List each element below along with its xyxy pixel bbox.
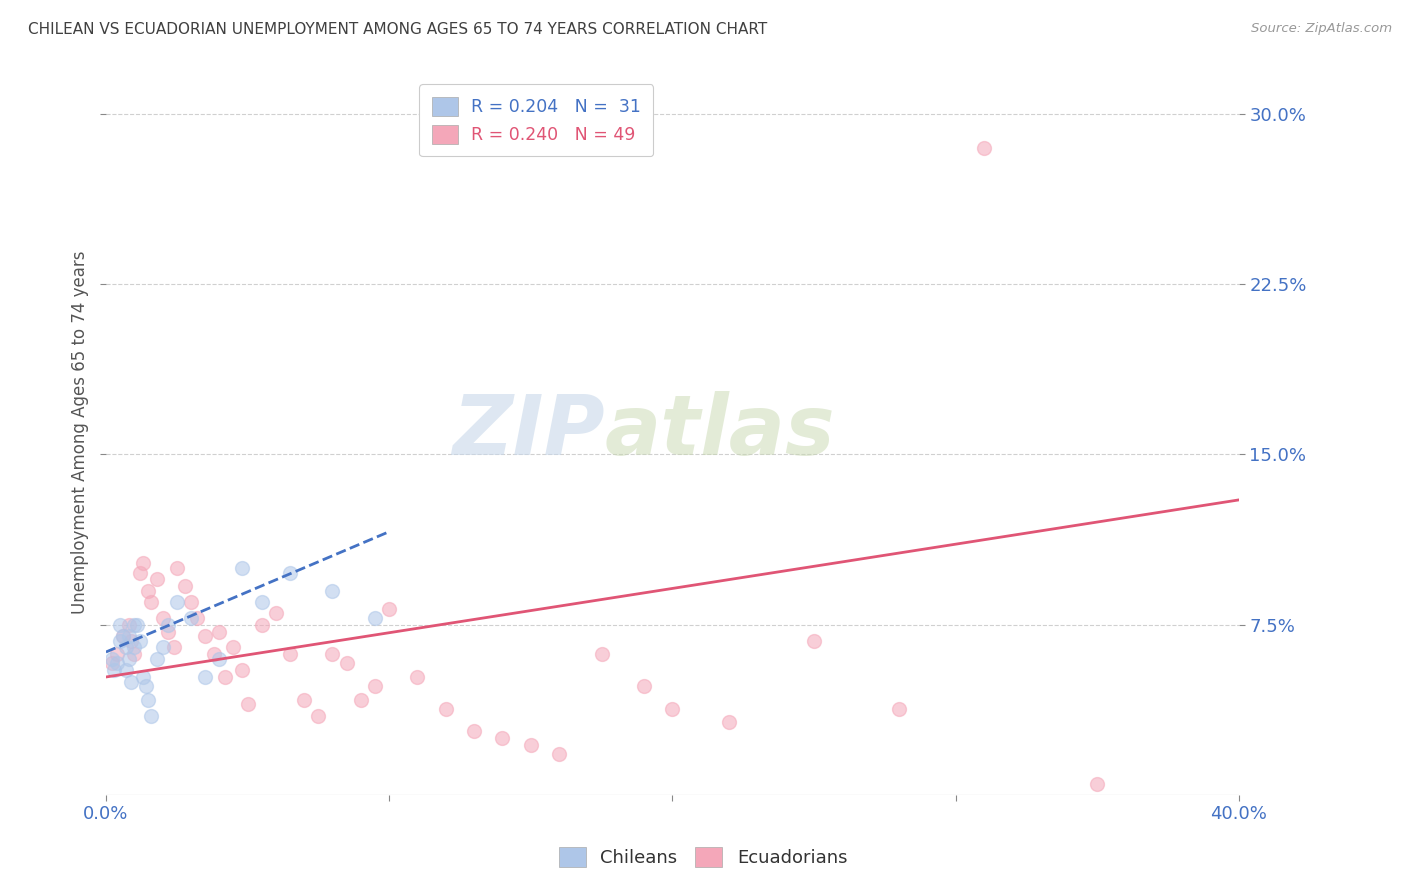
Point bbox=[108, 617, 131, 632]
Point bbox=[128, 633, 150, 648]
Point bbox=[111, 629, 134, 643]
Text: Source: ZipAtlas.com: Source: ZipAtlas.com bbox=[1251, 22, 1392, 36]
Point bbox=[132, 670, 155, 684]
Point bbox=[103, 663, 125, 677]
Text: ZIP: ZIP bbox=[451, 392, 605, 472]
Point bbox=[132, 557, 155, 571]
Point bbox=[321, 583, 343, 598]
Point bbox=[166, 561, 188, 575]
Point bbox=[633, 679, 655, 693]
Point bbox=[152, 611, 174, 625]
Point bbox=[100, 652, 122, 666]
Point bbox=[264, 607, 287, 621]
Point bbox=[157, 617, 180, 632]
Point bbox=[125, 617, 148, 632]
Point bbox=[117, 617, 139, 632]
Point bbox=[163, 640, 186, 655]
Point bbox=[108, 633, 131, 648]
Point bbox=[364, 611, 387, 625]
Text: atlas: atlas bbox=[605, 392, 835, 472]
Point bbox=[180, 611, 202, 625]
Point bbox=[548, 747, 571, 762]
Point bbox=[135, 679, 157, 693]
Point bbox=[100, 657, 122, 671]
Point bbox=[519, 738, 541, 752]
Legend: Chileans, Ecuadorians: Chileans, Ecuadorians bbox=[551, 839, 855, 874]
Point bbox=[138, 692, 160, 706]
Point bbox=[661, 702, 683, 716]
Point bbox=[128, 566, 150, 580]
Point bbox=[157, 624, 180, 639]
Point bbox=[122, 617, 145, 632]
Point bbox=[141, 708, 163, 723]
Point bbox=[250, 595, 273, 609]
Point bbox=[105, 657, 128, 671]
Point bbox=[146, 652, 169, 666]
Point bbox=[166, 595, 188, 609]
Legend: R = 0.204   N =  31, R = 0.240   N = 49: R = 0.204 N = 31, R = 0.240 N = 49 bbox=[419, 85, 654, 156]
Point bbox=[278, 648, 301, 662]
Point bbox=[105, 648, 128, 662]
Point bbox=[591, 648, 613, 662]
Point bbox=[406, 670, 429, 684]
Point bbox=[208, 624, 231, 639]
Y-axis label: Unemployment Among Ages 65 to 74 years: Unemployment Among Ages 65 to 74 years bbox=[72, 250, 89, 614]
Point bbox=[114, 663, 136, 677]
Point bbox=[222, 640, 245, 655]
Point bbox=[117, 652, 139, 666]
Point bbox=[194, 670, 217, 684]
Point bbox=[174, 579, 197, 593]
Point bbox=[214, 670, 236, 684]
Point bbox=[180, 595, 202, 609]
Point bbox=[120, 674, 142, 689]
Point bbox=[202, 648, 225, 662]
Point bbox=[186, 611, 208, 625]
Point bbox=[120, 633, 142, 648]
Point bbox=[236, 698, 259, 712]
Point bbox=[463, 724, 485, 739]
Point bbox=[491, 731, 513, 746]
Point bbox=[278, 566, 301, 580]
Point bbox=[718, 715, 741, 730]
Point bbox=[434, 702, 457, 716]
Point bbox=[887, 702, 910, 716]
Point bbox=[1085, 777, 1108, 791]
Point bbox=[122, 640, 145, 655]
Point bbox=[292, 692, 315, 706]
Point bbox=[117, 629, 139, 643]
Point bbox=[336, 657, 359, 671]
Point bbox=[114, 640, 136, 655]
Point bbox=[378, 602, 401, 616]
Point bbox=[208, 652, 231, 666]
Point bbox=[138, 583, 160, 598]
Point bbox=[152, 640, 174, 655]
Point bbox=[141, 595, 163, 609]
Point bbox=[803, 633, 825, 648]
Point bbox=[307, 708, 329, 723]
Point bbox=[122, 648, 145, 662]
Point bbox=[194, 629, 217, 643]
Point bbox=[111, 629, 134, 643]
Point bbox=[350, 692, 373, 706]
Text: CHILEAN VS ECUADORIAN UNEMPLOYMENT AMONG AGES 65 TO 74 YEARS CORRELATION CHART: CHILEAN VS ECUADORIAN UNEMPLOYMENT AMONG… bbox=[28, 22, 768, 37]
Point bbox=[250, 617, 273, 632]
Point bbox=[321, 648, 343, 662]
Point bbox=[146, 573, 169, 587]
Point bbox=[973, 141, 995, 155]
Point bbox=[231, 561, 253, 575]
Point bbox=[364, 679, 387, 693]
Point bbox=[231, 663, 253, 677]
